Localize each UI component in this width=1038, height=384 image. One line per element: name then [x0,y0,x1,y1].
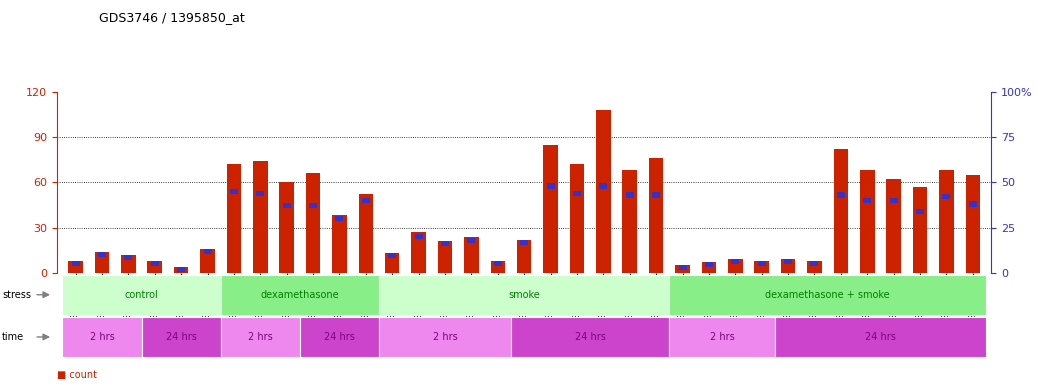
Bar [438,241,453,273]
Bar [808,261,822,273]
Bar [864,198,871,203]
Bar [837,192,845,198]
Text: smoke: smoke [509,290,540,300]
Bar [226,164,241,273]
Text: 2 hrs: 2 hrs [248,332,273,342]
Bar [811,261,819,266]
Bar [732,259,739,264]
Bar [98,252,106,257]
Bar [861,170,874,273]
Bar [728,259,742,273]
Bar [596,110,610,273]
Bar [626,192,634,198]
Bar [464,237,479,273]
Bar [94,252,109,273]
Bar [282,203,291,209]
Bar [623,170,637,273]
Bar [649,158,663,273]
Bar [358,194,373,273]
Bar [494,261,501,266]
Bar [702,262,716,273]
Bar [705,262,713,267]
Text: 2 hrs: 2 hrs [89,332,114,342]
Text: 24 hrs: 24 hrs [324,332,355,342]
Bar [200,248,215,273]
Bar [121,255,136,273]
Text: time: time [2,332,24,342]
Bar [125,255,132,260]
Bar [203,248,212,254]
Text: stress: stress [2,290,31,300]
Text: 2 hrs: 2 hrs [433,332,458,342]
Text: 24 hrs: 24 hrs [166,332,196,342]
Bar [758,261,766,266]
Bar [676,265,690,273]
Bar [943,194,951,199]
Bar [491,261,506,273]
Bar [570,164,584,273]
Bar [467,238,475,243]
Bar [385,253,400,273]
Bar [69,261,83,273]
Bar [573,190,581,196]
Bar [912,187,927,273]
Bar [917,209,924,214]
Text: 2 hrs: 2 hrs [710,332,735,342]
Bar [939,170,954,273]
Bar [256,190,265,196]
Bar [72,261,80,266]
Text: dexamethasone: dexamethasone [261,290,339,300]
Bar [229,189,238,194]
Bar [151,261,159,266]
Bar [517,240,531,273]
Bar [147,261,162,273]
Bar [834,149,848,273]
Bar [520,240,528,245]
Bar [411,232,426,273]
Bar [784,259,792,264]
Text: dexamethasone + smoke: dexamethasone + smoke [765,290,890,300]
Bar [781,259,795,273]
Bar [362,198,370,203]
Bar [890,198,898,203]
Text: control: control [125,290,159,300]
Text: GDS3746 / 1395850_at: GDS3746 / 1395850_at [99,12,244,25]
Bar [599,184,607,189]
Bar [306,174,321,273]
Bar [177,266,185,272]
Bar [652,192,660,198]
Bar [332,215,347,273]
Bar [279,182,294,273]
Bar [414,234,422,239]
Bar [335,216,344,221]
Bar [309,203,317,209]
Bar [253,161,268,273]
Bar [547,184,554,189]
Bar [968,202,977,207]
Text: 24 hrs: 24 hrs [575,332,605,342]
Text: 24 hrs: 24 hrs [865,332,896,342]
Bar [886,179,901,273]
Bar [441,241,449,247]
Bar [543,145,557,273]
Bar [965,175,980,273]
Bar [755,261,769,273]
Bar [173,266,188,273]
Bar [388,253,397,258]
Text: ■ count: ■ count [57,370,98,380]
Bar [679,265,686,270]
